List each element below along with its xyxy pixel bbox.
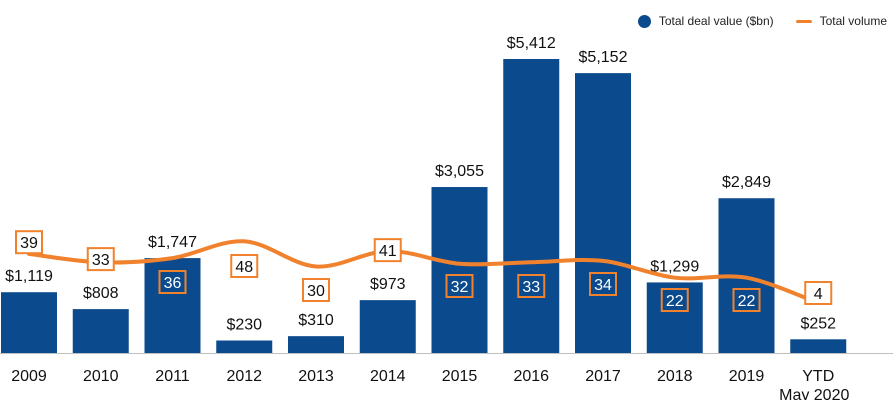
legend-label-deal-value: Total deal value ($bn) <box>658 14 774 28</box>
volume-label: 41 <box>373 238 402 263</box>
x-tick-label: 2009 <box>11 368 47 385</box>
legend-item-volume: Total volume <box>795 14 887 28</box>
bar-value-label: $230 <box>226 317 262 334</box>
volume-label-box <box>373 238 402 263</box>
volume-label-box <box>589 272 617 296</box>
x-tick-label: 2014 <box>370 368 406 385</box>
volume-label: 36 <box>158 270 187 294</box>
volume-label: 32 <box>445 274 474 298</box>
volume-label-text: 22 <box>738 293 756 310</box>
bar-value-label: $2,849 <box>722 174 771 191</box>
bar-value-label: $310 <box>298 312 334 329</box>
volume-label-text: 22 <box>666 293 684 310</box>
volume-label-box <box>230 254 259 278</box>
volume-label-text: 32 <box>451 279 469 296</box>
legend-swatch-deal-value <box>637 14 651 28</box>
volume-label-box <box>732 288 761 312</box>
bar-2017 <box>575 73 631 353</box>
volume-label-text: 34 <box>594 277 612 294</box>
x-tick-label: 2012 <box>226 368 262 385</box>
volume-label: 4 <box>804 281 833 305</box>
bar-2013 <box>288 336 344 353</box>
volume-label: 48 <box>230 254 259 278</box>
bar-ytd-may-2020 <box>790 339 847 353</box>
legend-item-deal-value: Total deal value ($bn) <box>637 14 774 28</box>
bar-value-label: $3,055 <box>435 163 484 180</box>
volume-label-box <box>302 278 330 302</box>
volume-label: 30 <box>302 278 330 302</box>
volume-label-box <box>660 288 689 312</box>
volume-label-box <box>445 274 474 298</box>
volume-label-text: 39 <box>20 235 38 252</box>
volume-label-text: 48 <box>235 259 253 276</box>
x-tick-label: 2013 <box>298 368 334 385</box>
bar-2015 <box>431 187 488 353</box>
x-tick-label: 2011 <box>155 368 190 385</box>
bar-value-label: $1,299 <box>650 258 699 275</box>
volume-label-box <box>86 247 115 272</box>
volume-label: 33 <box>517 274 546 298</box>
x-tick-label: 2010 <box>83 368 119 385</box>
volume-label-text: 30 <box>307 283 325 300</box>
bar-value-label: $973 <box>370 276 406 293</box>
volume-label-text: 4 <box>814 286 823 303</box>
x-tick-label: 2019 <box>729 368 765 385</box>
bar-2016 <box>503 59 560 353</box>
bar-2012 <box>216 340 273 353</box>
volume-label-box <box>158 270 187 294</box>
volume-label-box <box>517 274 546 298</box>
volume-label: 33 <box>86 247 115 272</box>
volume-label: 39 <box>15 230 43 255</box>
bar-2009 <box>1 292 57 353</box>
x-tick-label: 2018 <box>657 368 693 385</box>
x-tick-label: 2017 <box>585 368 621 385</box>
x-tick-label: YTD May 2020 <box>779 368 849 400</box>
volume-label: 22 <box>660 288 689 312</box>
legend-label-volume: Total volume <box>819 14 887 28</box>
bar-2010 <box>72 309 129 353</box>
legend-swatch-volume <box>795 19 812 23</box>
bar-value-label: $252 <box>800 315 836 332</box>
legend: Total deal value ($bn) Total volume <box>637 14 887 28</box>
volume-label-box <box>804 281 833 305</box>
volume-label-text: 33 <box>92 252 110 269</box>
bar-value-label: $808 <box>83 285 119 302</box>
bar-2011 <box>144 258 201 353</box>
x-tick-label: 2015 <box>442 368 478 385</box>
volume-label-text: 41 <box>379 243 397 260</box>
volume-label-text: 33 <box>522 279 540 296</box>
bar-value-label: $5,152 <box>579 49 628 66</box>
volume-label: 22 <box>732 288 761 312</box>
bar-value-label: $1,119 <box>5 268 53 285</box>
bar-2014 <box>359 300 416 353</box>
bar-value-label: $1,747 <box>148 234 197 251</box>
volume-label-text: 36 <box>164 275 182 292</box>
x-tick-label: 2016 <box>513 368 549 385</box>
volume-label: 34 <box>589 272 617 296</box>
volume-label-box <box>15 230 43 255</box>
volume-line <box>27 239 821 305</box>
bar-value-label: $5,412 <box>507 35 556 52</box>
bar-2018 <box>646 282 703 353</box>
